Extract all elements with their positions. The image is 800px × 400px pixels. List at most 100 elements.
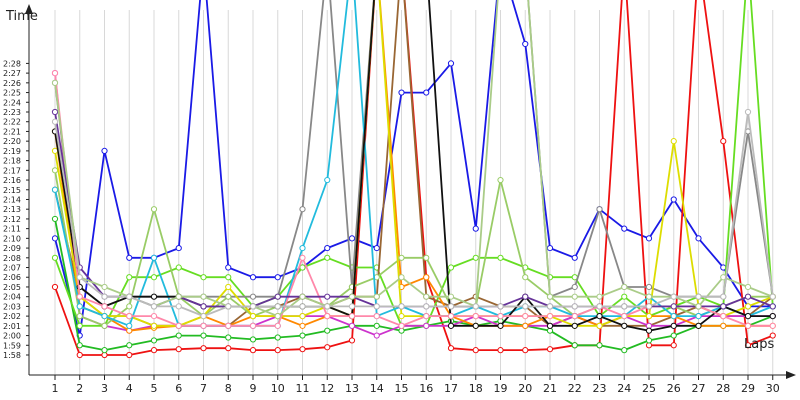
data-point bbox=[769, 293, 776, 300]
data-point bbox=[200, 322, 207, 329]
data-point bbox=[423, 322, 430, 329]
data-point bbox=[299, 264, 306, 271]
data-point bbox=[175, 332, 182, 339]
y-tick-label: 2:18 bbox=[3, 157, 21, 166]
data-point bbox=[472, 313, 479, 320]
data-point bbox=[596, 206, 603, 213]
y-tick-label: 2:16 bbox=[3, 176, 21, 185]
data-point bbox=[670, 303, 677, 310]
data-point bbox=[101, 303, 108, 310]
data-point bbox=[348, 235, 356, 242]
data-point bbox=[522, 274, 529, 281]
y-tick-label: 2:08 bbox=[3, 254, 21, 263]
data-point bbox=[720, 303, 727, 310]
x-tick-label: 12 bbox=[320, 382, 334, 395]
data-point bbox=[744, 108, 752, 116]
data-point bbox=[571, 313, 578, 320]
data-point bbox=[150, 274, 158, 281]
data-point bbox=[769, 313, 776, 320]
data-point bbox=[76, 274, 83, 281]
series-line bbox=[54, 0, 774, 327]
data-point bbox=[175, 244, 182, 252]
series-line bbox=[54, 0, 774, 327]
data-point bbox=[522, 40, 529, 48]
x-tick-label: 14 bbox=[370, 382, 384, 395]
data-point bbox=[126, 342, 133, 349]
data-point bbox=[324, 244, 331, 252]
data-point bbox=[150, 322, 158, 329]
data-point bbox=[126, 322, 133, 329]
data-point bbox=[299, 313, 306, 320]
data-point bbox=[348, 322, 356, 329]
data-point bbox=[126, 274, 133, 281]
series-line bbox=[54, 0, 773, 332]
y-tick-label: 2:03 bbox=[3, 302, 21, 311]
data-point bbox=[299, 254, 306, 261]
data-point bbox=[373, 332, 380, 339]
series-line bbox=[54, 218, 774, 351]
data-point bbox=[447, 303, 455, 310]
data-point bbox=[744, 322, 752, 329]
data-point bbox=[423, 313, 430, 320]
series-line bbox=[54, 0, 774, 327]
data-point bbox=[472, 303, 479, 310]
series-layer bbox=[51, 0, 776, 359]
data-point bbox=[522, 303, 529, 310]
data-point bbox=[571, 342, 578, 349]
y-tick-label: 2:02 bbox=[3, 312, 21, 321]
data-point bbox=[175, 264, 182, 271]
data-point bbox=[621, 313, 628, 320]
data-point bbox=[126, 303, 133, 310]
x-axis-title: Laps bbox=[744, 337, 774, 352]
data-point bbox=[423, 293, 430, 300]
series-line bbox=[54, 111, 774, 308]
y-tick-label: 2:22 bbox=[3, 118, 21, 127]
data-point bbox=[175, 346, 182, 353]
data-point bbox=[51, 215, 59, 223]
data-point bbox=[249, 313, 257, 320]
data-point bbox=[769, 303, 776, 310]
data-point bbox=[249, 274, 257, 281]
data-point bbox=[200, 274, 207, 281]
x-tick-label: 16 bbox=[419, 382, 433, 395]
data-point bbox=[720, 138, 727, 145]
data-point bbox=[571, 303, 578, 310]
y-tick-label: 2:27 bbox=[3, 69, 21, 78]
data-point bbox=[51, 79, 59, 86]
data-point bbox=[225, 264, 232, 271]
x-tick-label: 3 bbox=[101, 382, 108, 395]
data-point bbox=[126, 313, 133, 320]
data-point bbox=[621, 283, 628, 291]
y-tick-label: 2:15 bbox=[3, 186, 21, 195]
series-11 bbox=[51, 0, 776, 329]
x-tick-label: 27 bbox=[692, 382, 706, 395]
x-tick-label: 21 bbox=[543, 382, 557, 395]
x-tick-label: 2 bbox=[76, 382, 83, 395]
data-point bbox=[150, 206, 158, 213]
data-point bbox=[373, 303, 380, 310]
y-tick-label: 1:59 bbox=[3, 341, 21, 350]
data-point bbox=[373, 293, 380, 300]
data-point bbox=[225, 322, 232, 329]
x-tick-label: 4 bbox=[126, 382, 133, 395]
data-point bbox=[769, 322, 776, 329]
x-tick-label: 10 bbox=[271, 382, 285, 395]
data-point bbox=[76, 351, 83, 359]
y-axis-arrow bbox=[25, 4, 33, 14]
y-tick-label: 2:07 bbox=[3, 264, 21, 273]
data-point bbox=[645, 313, 653, 320]
data-point bbox=[398, 322, 405, 329]
data-point bbox=[175, 303, 182, 310]
data-point bbox=[274, 293, 281, 300]
data-point bbox=[645, 293, 653, 300]
data-point bbox=[274, 347, 281, 354]
data-point bbox=[621, 347, 628, 354]
data-point bbox=[472, 225, 479, 232]
data-point bbox=[200, 313, 207, 320]
data-point bbox=[76, 313, 83, 320]
data-point bbox=[447, 345, 455, 352]
data-point bbox=[274, 303, 281, 310]
data-point bbox=[596, 342, 603, 349]
y-axis-ticks: 1:581:592:002:012:022:032:042:052:062:07… bbox=[3, 59, 29, 360]
data-point bbox=[225, 293, 232, 300]
